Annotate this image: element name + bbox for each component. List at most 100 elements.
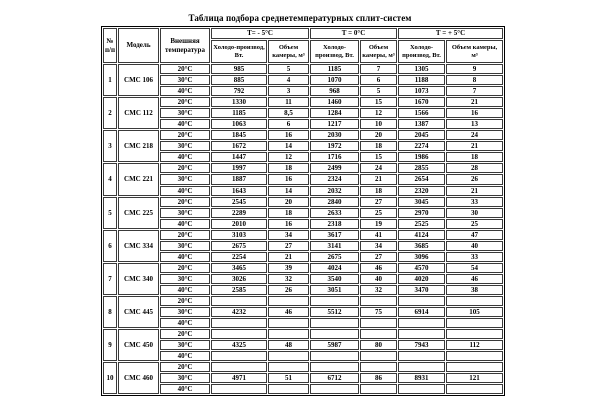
table-row: 30°С 1185 8,5 1284 12 1566 16 — [103, 108, 504, 119]
value-cell — [211, 351, 267, 362]
table-row: 3 СМС 218 20°С 1845 16 2030 20 2045 24 — [103, 130, 504, 163]
table-row: 30°С 4232 46 5512 75 6914 105 — [103, 307, 504, 318]
value-cell: 19 — [360, 218, 398, 229]
value-cell: 1716 — [310, 152, 359, 163]
header-cooling-capacity-2: Холодо-производ, Вт. — [310, 40, 359, 63]
ambient-temp-cell: 40°С — [160, 218, 210, 229]
value-cell: 86 — [360, 373, 398, 384]
value-cell: 18 — [268, 207, 309, 218]
table-row: 40°С — [103, 351, 504, 362]
value-cell: 33 — [446, 196, 504, 207]
value-cell: 34 — [360, 240, 398, 251]
value-cell: 6 — [360, 75, 398, 86]
value-cell: 2030 — [310, 130, 359, 141]
value-cell: 2585 — [211, 284, 267, 295]
value-cell: 2320 — [398, 185, 446, 196]
header-group-row: № п/п Модель Внешняя температура Т= - 5°… — [103, 28, 504, 63]
value-cell — [211, 295, 267, 307]
model-name: СМС 112 — [118, 97, 159, 130]
value-cell: 25 — [446, 218, 504, 229]
ambient-temp-cell: 20°С — [160, 362, 210, 373]
row-number: 6 — [103, 229, 117, 262]
value-cell: 1070 — [310, 75, 359, 86]
ambient-temp-cell: 40°С — [160, 351, 210, 362]
value-cell — [211, 362, 267, 373]
header-num: № п/п — [103, 28, 117, 63]
value-cell: 4020 — [398, 273, 446, 284]
value-cell: 3045 — [398, 196, 446, 207]
row-number: 8 — [103, 295, 117, 329]
table-row: 30°С 4325 48 5987 80 7943 112 — [103, 340, 504, 351]
header-ambient-temp: Внешняя температура — [160, 28, 210, 63]
value-cell: 25 — [360, 207, 398, 218]
value-cell: 121 — [446, 373, 504, 384]
value-cell: 8,5 — [268, 108, 309, 119]
value-cell: 20 — [360, 130, 398, 141]
model-name: СМС 106 — [118, 64, 159, 97]
ambient-temp-cell: 40°С — [160, 86, 210, 97]
value-cell — [268, 351, 309, 362]
value-cell — [360, 295, 398, 307]
table-row: 40°С 792 3 968 5 1073 7 — [103, 86, 504, 97]
value-cell: 14 — [268, 141, 309, 152]
value-cell — [310, 384, 359, 395]
value-cell — [446, 384, 504, 395]
value-cell: 3470 — [398, 284, 446, 295]
value-cell: 1387 — [398, 119, 446, 130]
row-number: 7 — [103, 262, 117, 295]
value-cell: 6914 — [398, 307, 446, 318]
table-row: 30°С 2289 18 2633 25 2970 30 — [103, 207, 504, 218]
value-cell — [360, 329, 398, 340]
value-cell: 105 — [446, 307, 504, 318]
value-cell — [398, 329, 446, 340]
value-cell: 885 — [211, 75, 267, 86]
value-cell: 1972 — [310, 141, 359, 152]
value-cell: 30 — [446, 207, 504, 218]
ambient-temp-cell: 30°С — [160, 174, 210, 185]
row-number: 9 — [103, 329, 117, 362]
value-cell: 2289 — [211, 207, 267, 218]
ambient-temp-cell: 40°С — [160, 284, 210, 295]
header-group-minus5: Т= - 5°С — [211, 28, 309, 39]
value-cell: 3051 — [310, 284, 359, 295]
value-cell: 7 — [446, 86, 504, 97]
value-cell: 1330 — [211, 97, 267, 108]
value-cell: 3141 — [310, 240, 359, 251]
ambient-temp-cell: 20°С — [160, 329, 210, 340]
value-cell: 21 — [268, 251, 309, 262]
value-cell: 51 — [268, 373, 309, 384]
value-cell: 1185 — [310, 64, 359, 75]
value-cell — [398, 384, 446, 395]
header-chamber-volume-2: Объем камеры, м³ — [360, 40, 398, 63]
value-cell: 1188 — [398, 75, 446, 86]
ambient-temp-cell: 30°С — [160, 75, 210, 86]
value-cell: 1073 — [398, 86, 446, 97]
value-cell: 16 — [446, 108, 504, 119]
value-cell: 2318 — [310, 218, 359, 229]
table-row: 2 СМС 112 20°С 1330 11 1460 15 1670 21 — [103, 97, 504, 130]
value-cell — [268, 295, 309, 307]
value-cell: 1670 — [398, 97, 446, 108]
value-cell: 3096 — [398, 251, 446, 262]
value-cell: 75 — [360, 307, 398, 318]
value-cell: 28 — [446, 163, 504, 174]
value-cell: 8931 — [398, 373, 446, 384]
value-cell: 18 — [360, 185, 398, 196]
row-number: 3 — [103, 130, 117, 163]
value-cell: 16 — [268, 218, 309, 229]
model-name: СМС 340 — [118, 262, 159, 295]
value-cell: 5512 — [310, 307, 359, 318]
header-chamber-volume-1: Объем камеры, м³ — [268, 40, 309, 63]
table-body: 1 СМС 106 20°С 985 5 1185 7 1305 9 30°С 885 4 1070 6 1… — [103, 64, 504, 395]
value-cell: 1887 — [211, 174, 267, 185]
value-cell: 18 — [446, 152, 504, 163]
value-cell: 2855 — [398, 163, 446, 174]
model-name: СМС 445 — [118, 295, 159, 329]
ambient-temp-cell: 20°С — [160, 97, 210, 108]
table-row: 30°С 3026 32 3540 40 4020 46 — [103, 273, 504, 284]
value-cell — [398, 362, 446, 373]
model-name: СМС 460 — [118, 362, 159, 395]
value-cell: 2970 — [398, 207, 446, 218]
value-cell: 24 — [360, 163, 398, 174]
